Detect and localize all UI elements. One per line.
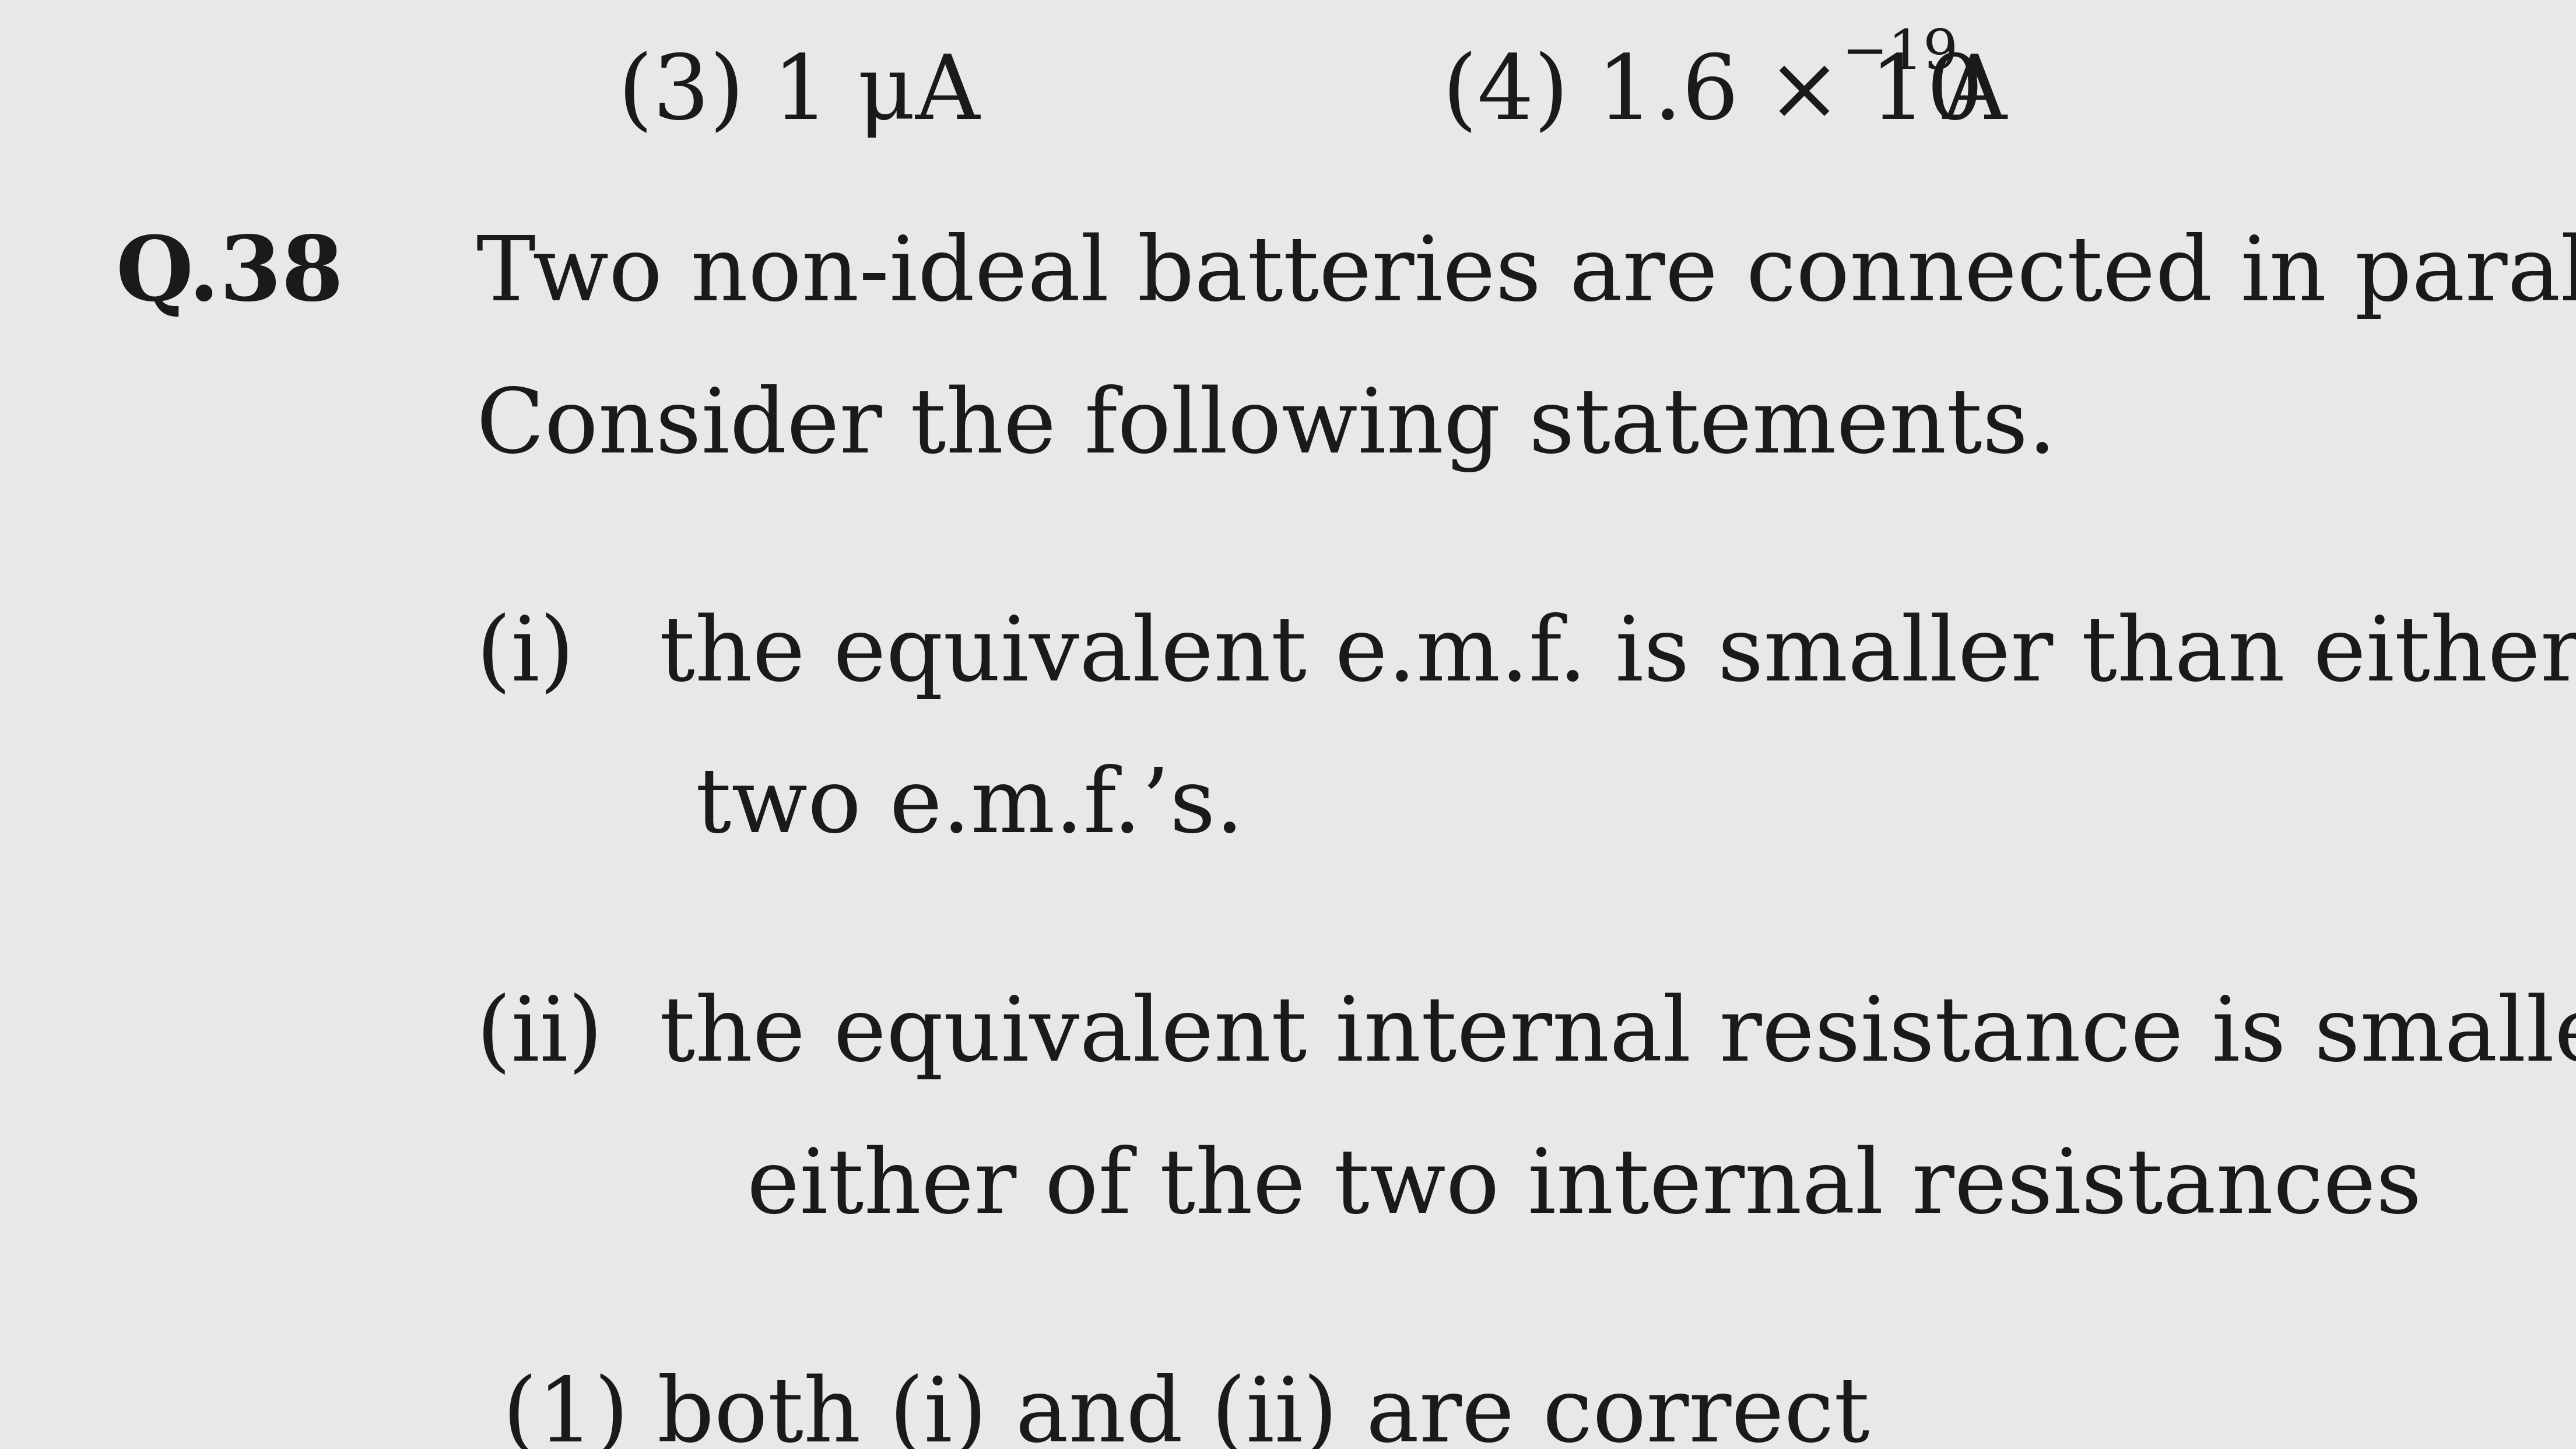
Text: (ii)  the equivalent internal resistance is smaller than: (ii) the equivalent internal resistance …: [477, 993, 2576, 1080]
Text: A: A: [1914, 51, 2007, 138]
Text: (4) 1.6 × 10: (4) 1.6 × 10: [1443, 51, 1984, 138]
Text: two e.m.f.’s.: two e.m.f.’s.: [696, 765, 1244, 851]
Text: (1) both (i) and (ii) are correct: (1) both (i) and (ii) are correct: [502, 1374, 1870, 1449]
Text: (3) 1 μA: (3) 1 μA: [618, 51, 979, 138]
Text: −19: −19: [1842, 28, 1958, 80]
Text: Q.38: Q.38: [116, 232, 345, 319]
Text: Two non-ideal batteries are connected in parallel.: Two non-ideal batteries are connected in…: [477, 232, 2576, 319]
Text: (i)   the equivalent e.m.f. is smaller than either of the: (i) the equivalent e.m.f. is smaller tha…: [477, 613, 2576, 698]
Text: either of the two internal resistances: either of the two internal resistances: [747, 1145, 2421, 1232]
Text: Consider the following statements.: Consider the following statements.: [477, 384, 2056, 472]
